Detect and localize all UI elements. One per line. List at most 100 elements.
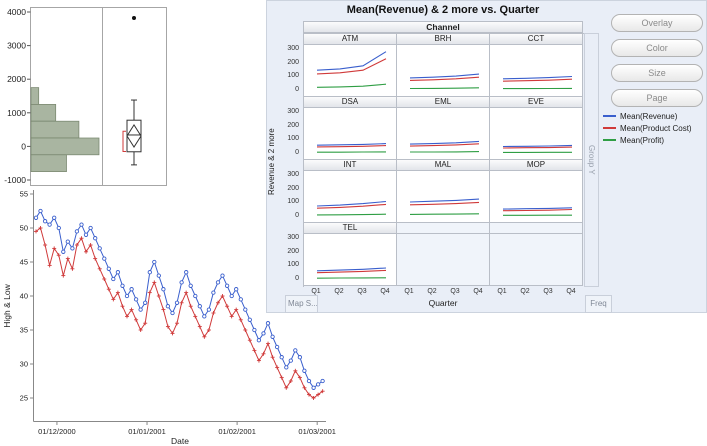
svg-text:45: 45 — [20, 258, 28, 267]
y-axis-label: Revenue & 2 more — [267, 128, 276, 196]
group-y-dropzone[interactable]: Group Y — [584, 33, 599, 287]
trellis-ytick: 100 — [287, 198, 299, 206]
svg-text:55: 55 — [20, 190, 28, 199]
trellis-ytick: 300 — [287, 171, 299, 179]
trellis-panel-DSA[interactable] — [304, 108, 397, 160]
trellis-panel-empty — [490, 234, 583, 286]
panel-header-ATM: ATM — [304, 34, 397, 45]
panel-header-MAL: MAL — [397, 160, 490, 171]
legend-item[interactable]: Mean(Revenue) — [603, 111, 705, 121]
trellis-panel-empty — [397, 234, 490, 286]
size-button[interactable]: Size — [611, 64, 703, 82]
trellis-ytick: 100 — [287, 135, 299, 143]
trellis-xtick: Q2 — [334, 288, 344, 295]
series-high — [33, 208, 325, 390]
trellis-xtick: Q3 — [357, 288, 367, 295]
panel-header-INT: INT — [304, 160, 397, 171]
svg-text:4000: 4000 — [7, 7, 26, 17]
legend-item[interactable]: Mean(Product Cost) — [603, 123, 705, 133]
svg-text:01/12/2000: 01/12/2000 — [38, 427, 76, 436]
svg-text:Date: Date — [171, 436, 189, 446]
trellis-xtick: Q3 — [450, 288, 460, 295]
trellis-xtick: Q1 — [311, 288, 321, 295]
legend-swatch — [603, 127, 616, 129]
svg-text:2000: 2000 — [7, 74, 26, 84]
group-y-label: Group Y — [587, 145, 596, 175]
legend-label: Mean(Revenue) — [620, 111, 678, 121]
svg-text:35: 35 — [20, 326, 28, 335]
trellis-xtick: Q1 — [404, 288, 414, 295]
trellis-ytick: 200 — [287, 184, 299, 192]
trellis-panel-EML[interactable] — [397, 108, 490, 160]
svg-text:High & Low: High & Low — [2, 283, 12, 327]
svg-text:0: 0 — [21, 141, 26, 151]
trellis-ytick: 300 — [287, 108, 299, 116]
svg-text:01/03/2001: 01/03/2001 — [298, 427, 336, 436]
page-button[interactable]: Page — [611, 89, 703, 107]
trellis-xtick: Q4 — [380, 288, 390, 295]
svg-text:3000: 3000 — [7, 41, 26, 51]
trellis-ytick: 0 — [295, 211, 299, 219]
panel-header-CCT: CCT — [490, 34, 583, 45]
trellis-ytick: 200 — [287, 58, 299, 66]
trellis-xtick: Q3 — [543, 288, 553, 295]
svg-text:01/01/2001: 01/01/2001 — [128, 427, 166, 436]
map-shape-dropzone[interactable]: Map S... — [285, 295, 318, 313]
color-button[interactable]: Color — [611, 39, 703, 57]
trellis-xtick: Q2 — [520, 288, 530, 295]
panel-header-TEL: TEL — [304, 223, 397, 234]
svg-text:30: 30 — [20, 360, 28, 369]
panel-header-BRH: BRH — [397, 34, 490, 45]
trellis-ytick: 0 — [295, 148, 299, 156]
trellis-y-axis: 300 200 100 0 300 200 100 0 300 200 100 0 300 200 100 0 — [267, 33, 300, 286]
trellis-panel-EVE[interactable] — [490, 108, 583, 160]
panel-header-DSA: DSA — [304, 97, 397, 108]
svg-text:40: 40 — [20, 292, 28, 301]
svg-text:50: 50 — [20, 224, 28, 233]
legend-item[interactable]: Mean(Profit) — [603, 135, 705, 145]
legend-label: Mean(Profit) — [620, 135, 665, 145]
svg-text:1000: 1000 — [7, 108, 26, 118]
overlay-button[interactable]: Overlay — [611, 14, 703, 32]
histogram-bars — [30, 87, 100, 172]
x-axis-label: Quarter — [428, 298, 458, 308]
group-band-channel: Channel — [303, 21, 583, 33]
trellis-panel-CCT[interactable] — [490, 45, 583, 97]
svg-text:25: 25 — [20, 394, 28, 403]
trellis-xtick: Q4 — [473, 288, 483, 295]
trellis-panel-TEL[interactable] — [304, 234, 397, 286]
trellis-panel-MAL[interactable] — [397, 171, 490, 223]
graph-builder-window: Mean(Revenue) & 2 more vs. Quarter Chann… — [266, 0, 707, 313]
trellis-x-axis: Q1 Q2 Q3 Q4 Q1 Q2 Q3 Q4 Q1 Q2 Q3 Q4 — [303, 288, 584, 298]
trellis-panel-ATM[interactable] — [304, 45, 397, 97]
series-low — [34, 226, 325, 400]
trellis-ytick: 200 — [287, 247, 299, 255]
legend: Mean(Revenue) Mean(Product Cost) Mean(Prof… — [603, 111, 705, 147]
trellis-ytick: 200 — [287, 121, 299, 129]
box-plot — [122, 16, 142, 166]
trellis-ytick: 100 — [287, 261, 299, 269]
panel-header-empty — [490, 223, 583, 234]
trellis-panel-BRH[interactable] — [397, 45, 490, 97]
freq-dropzone[interactable]: Freq — [585, 295, 612, 313]
trellis-ytick: 0 — [295, 274, 299, 282]
trellis-xtick: Q2 — [427, 288, 437, 295]
panel-header-empty — [397, 223, 490, 234]
legend-swatch — [603, 139, 616, 141]
chart-title: Mean(Revenue) & 2 more vs. Quarter — [346, 4, 540, 16]
trellis-ytick: 300 — [287, 45, 299, 53]
trellis-xtick: Q4 — [566, 288, 576, 295]
trellis-panel-MOP[interactable] — [490, 171, 583, 223]
high-low-chart[interactable]: 55 50 45 40 35 30 25 01/12/2000 01/01/2001 01/02/… — [0, 186, 340, 446]
legend-label: Mean(Product Cost) — [620, 123, 692, 133]
svg-text:01/02/2001: 01/02/2001 — [218, 427, 256, 436]
distribution-y-axis: 4000 3000 2000 1000 0 -1000 — [4, 7, 31, 185]
legend-swatch — [603, 115, 616, 117]
panel-header-EVE: EVE — [490, 97, 583, 108]
trellis-panel-INT[interactable] — [304, 171, 397, 223]
trellis-xtick: Q1 — [497, 288, 507, 295]
trellis-ytick: 100 — [287, 72, 299, 80]
trellis-grid: ATM BRH CCT DSA EML EVE INT MAL MOP TEL — [303, 33, 584, 287]
distribution-chart[interactable]: 4000 3000 2000 1000 0 -1000 — [0, 4, 170, 190]
